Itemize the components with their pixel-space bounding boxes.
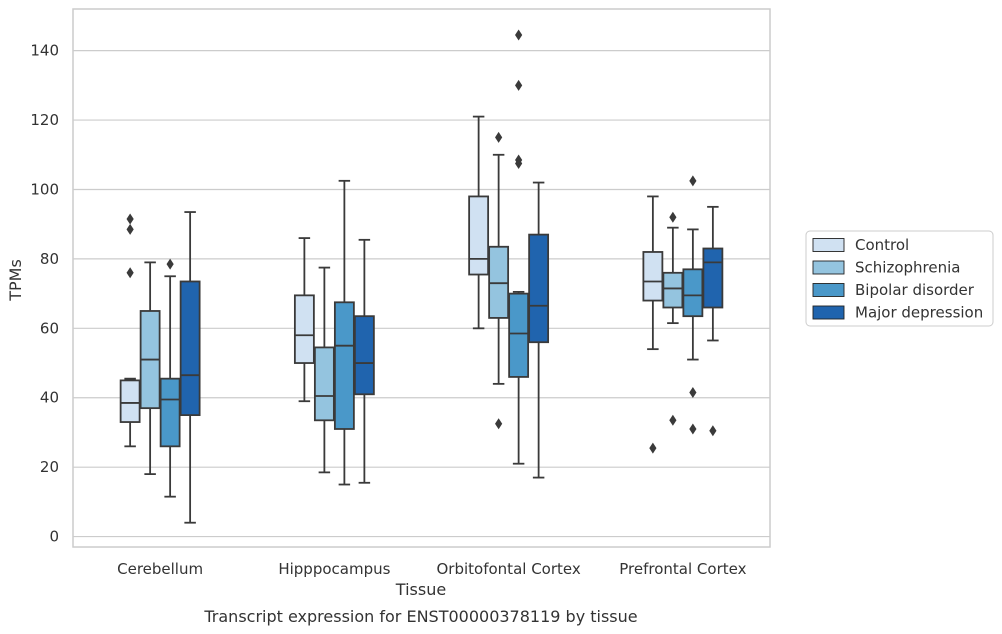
outlier-point	[126, 223, 134, 235]
y-tick-label: 100	[30, 180, 59, 198]
outlier-point	[495, 418, 503, 430]
box-group	[313, 266, 335, 474]
box	[642, 251, 664, 302]
box-group	[508, 29, 530, 465]
box-groups	[119, 29, 724, 524]
box	[508, 292, 530, 378]
box-group	[119, 213, 141, 448]
box-group	[179, 211, 201, 524]
outlier-point	[689, 387, 697, 399]
outlier-point	[515, 29, 523, 41]
box-group	[642, 195, 664, 454]
box	[353, 315, 375, 396]
outlier-point	[689, 175, 697, 187]
y-tick-label: 20	[40, 458, 59, 476]
box	[313, 346, 335, 422]
x-tick-label: Orbitofontal Cortex	[437, 560, 581, 578]
box	[468, 195, 490, 276]
outlier-point	[126, 213, 134, 225]
box	[528, 233, 550, 344]
box-group	[528, 181, 550, 479]
x-tick-label: Prefrontal Cortex	[619, 560, 746, 578]
outlier-point	[709, 425, 717, 437]
legend-frame	[805, 230, 994, 327]
box-group	[139, 261, 161, 476]
x-tick-label: Hipppocampus	[278, 560, 390, 578]
y-tick-label: 0	[49, 528, 59, 546]
legend-swatch	[812, 238, 845, 252]
y-tick-label: 120	[30, 111, 59, 129]
outlier-point	[515, 154, 523, 166]
plot-frame	[72, 8, 771, 548]
box-group	[333, 179, 355, 486]
box-group	[159, 258, 181, 498]
legend: Control Schizophrenia Bipolar disorder Majo…	[805, 230, 994, 327]
outlier-point	[669, 211, 677, 223]
box	[682, 268, 704, 318]
box	[293, 294, 315, 364]
box	[662, 271, 684, 309]
box	[159, 377, 181, 448]
box-group	[662, 211, 684, 426]
outlier-point	[649, 442, 657, 454]
x-tick-label: Cerebellum	[117, 560, 203, 578]
y-tick-label: 140	[30, 42, 59, 60]
legend-swatch	[812, 305, 845, 320]
y-tick-label: 40	[40, 389, 59, 407]
x-axis-label: Tissue	[395, 580, 446, 599]
box-group	[682, 175, 704, 435]
x-tick-labels: Cerebellum Hipppocampus Orbitofontal Corte…	[117, 560, 746, 578]
legend-label: Bipolar disorder	[855, 281, 975, 299]
box	[179, 280, 201, 417]
box-group	[702, 205, 724, 437]
outlier-point	[126, 267, 134, 279]
outlier-point	[689, 423, 697, 435]
outlier-point	[495, 131, 503, 143]
box-group	[488, 131, 510, 430]
y-tick-label: 80	[40, 250, 59, 268]
box-group	[353, 238, 375, 484]
legend-swatch	[812, 283, 845, 297]
legend-label: Major depression	[855, 304, 983, 322]
legend-label: Control	[855, 236, 909, 254]
outlier-point	[166, 258, 174, 270]
y-tick-labels: 0 20 40 60 80 100 120 140	[30, 42, 59, 546]
y-axis-label: TPMs	[6, 259, 25, 302]
chart-caption: Transcript expression for ENST0000037811…	[203, 607, 637, 626]
y-tick-label: 60	[40, 319, 59, 337]
box	[702, 247, 724, 309]
legend-label: Schizophrenia	[855, 259, 960, 277]
legend-swatch	[812, 260, 845, 275]
box	[119, 379, 141, 423]
box	[333, 301, 355, 430]
outlier-point	[515, 79, 523, 91]
box-group	[293, 237, 315, 403]
box-group	[468, 115, 490, 330]
outlier-point	[669, 414, 677, 426]
